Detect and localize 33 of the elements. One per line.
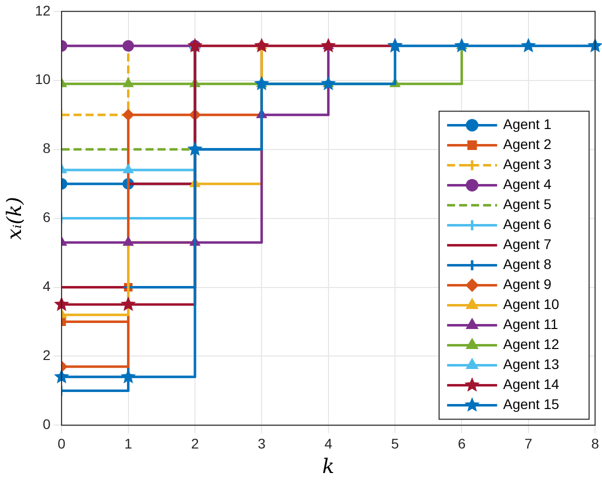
legend-label: Agent 1 [503, 116, 552, 132]
legend-label: Agent 5 [503, 196, 552, 212]
legend-label: Agent 13 [503, 356, 560, 372]
x-tick-label: 1 [124, 435, 132, 452]
y-tick-label: 0 [42, 416, 51, 432]
y-tick-label: 4 [42, 278, 51, 294]
y-axis-title: xᵢ(k) [2, 196, 26, 240]
legend-label: Agent 10 [503, 296, 560, 312]
legend-label: Agent 8 [503, 256, 552, 272]
legend-label: Agent 14 [503, 376, 560, 392]
legend-label: Agent 7 [503, 236, 552, 252]
legend-label: Agent 2 [503, 136, 552, 152]
x-tick-label: 2 [191, 435, 200, 452]
legend-label: Agent 9 [503, 276, 552, 292]
y-tick-label: 12 [34, 2, 51, 18]
x-tick-label: 4 [324, 435, 332, 452]
legend-label: Agent 6 [503, 216, 552, 232]
legend-label: Agent 4 [503, 176, 552, 192]
x-tick-label: 7 [524, 435, 533, 452]
y-tick-label: 6 [42, 209, 51, 226]
legend-label: Agent 15 [503, 396, 560, 412]
y-tick-label: 10 [34, 71, 51, 88]
x-tick-label: 6 [458, 435, 466, 452]
x-tick-label: 0 [58, 435, 66, 452]
legend-label: Agent 12 [503, 336, 560, 352]
legend-label: Agent 3 [503, 156, 552, 172]
legend-label: Agent 11 [503, 316, 558, 332]
x-tick-label: 5 [391, 435, 400, 452]
y-tick-label: 8 [42, 140, 51, 156]
x-axis-title: k [322, 454, 334, 478]
x-tick-label: 8 [591, 435, 600, 452]
x-tick-label: 3 [258, 435, 266, 452]
y-tick-label: 2 [42, 347, 51, 364]
